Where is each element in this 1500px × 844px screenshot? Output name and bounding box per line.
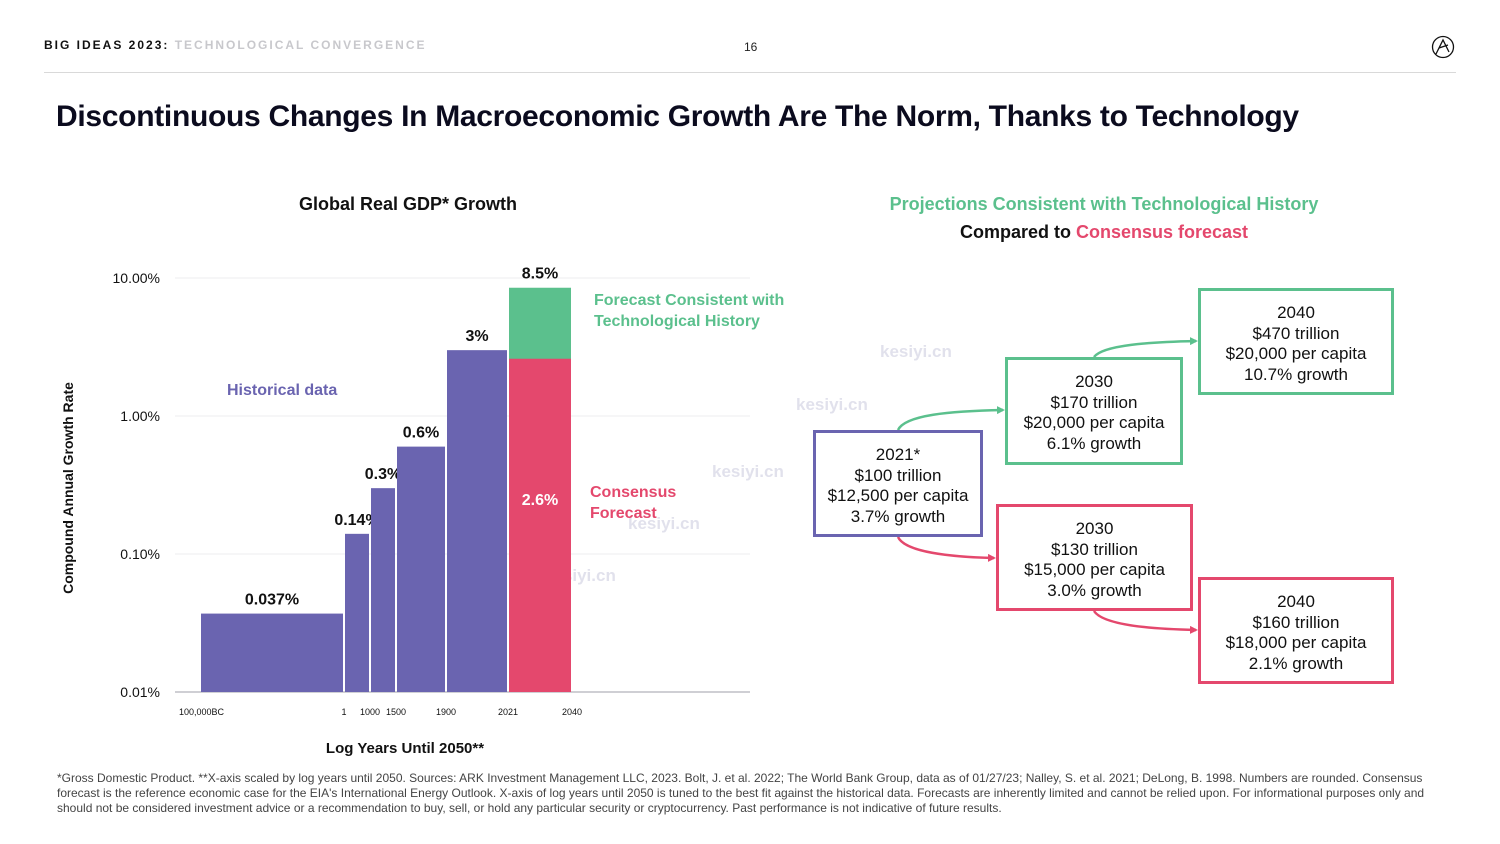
x-tick-label: 2021 [498,707,518,717]
projection-growth: 3.0% growth [1047,580,1142,600]
projection-gdp: $130 trillion [1051,539,1138,559]
projection-growth: 2.1% growth [1248,653,1344,673]
x-tick-label: 2040 [562,707,582,717]
y-tick-label: 10.00% [113,270,160,286]
projection-year: 2030 [1075,519,1114,538]
projection-per-capita: $20,000 per capita [1023,413,1165,432]
projection-year: 2040 [1277,592,1315,611]
data-label: 8.5% [522,266,558,283]
projection-gdp: $170 trillion [1050,392,1138,412]
arrow-2021-to-consensus-2030 [896,536,996,562]
projection-box-tech-2030: 2030 $170 trillion $20,000 per capita 6.… [1005,357,1183,465]
consensus-annotation-line2: Forecast [590,505,657,522]
projection-per-capita: $15,000 per capita [1024,560,1165,579]
projection-growth: 3.7% growth [850,506,946,526]
projection-gdp: $160 trillion [1252,612,1340,632]
bar [201,613,343,692]
x-tick-label: 1 [341,707,346,717]
y-tick-label: 0.01% [120,684,160,700]
bar [509,358,571,692]
projections-subtitle-prefix: Compared to [959,222,1076,242]
tech-forecast-annotation: Forecast Consistent with Technological H… [594,290,784,332]
x-tick-label: 1900 [436,707,456,717]
gdp-bar-chart: 10.00% 1.00% 0.10% 0.01% 100,000BC 1 1000 1500 1… [113,266,750,717]
projection-box-consensus-2030: 2030 $130 trillion $15,000 per capita 3.… [996,504,1193,611]
watermark: kesiyi.cn [628,514,700,533]
projection-box-tech-2040: 2040 $470 trillion $20,000 per capita 10… [1198,288,1394,395]
ark-logo-icon [1431,35,1455,59]
y-tick-label: 1.00% [120,408,160,424]
projection-growth: 10.7% growth [1244,364,1348,384]
data-label: 0.6% [403,425,439,442]
data-label: 2.6% [522,492,558,509]
data-label: 0.037% [245,592,299,609]
projection-per-capita: $12,500 per capita [827,486,969,505]
projections-title: Projections Consistent with Technologica… [889,194,1319,214]
projection-growth: 6.1% growth [1046,433,1142,453]
tech-forecast-annotation-line2: Technological History [594,313,760,330]
data-label: 3% [465,328,488,345]
chart-title: Global Real GDP* Growth [299,194,518,214]
deck-header: BIG IDEAS 2023: TECHNOLOGICAL CONVERGENC… [44,38,427,52]
projection-gdp: $470 trillion [1252,323,1340,343]
bar [397,446,445,692]
tech-forecast-annotation-line1: Forecast Consistent with [594,292,785,309]
projections-subtitle: Compared to Consensus forecast [960,222,1248,243]
projections-subtitle-highlight: Consensus forecast [1075,222,1249,242]
x-axis-label: Log Years Until 2050** [325,740,485,757]
projection-per-capita: $18,000 per capita [1225,633,1367,652]
header-divider [44,72,1456,73]
header-separator: : [163,38,175,52]
watermark: kesiyi.cn [712,462,784,481]
header-section: TECHNOLOGICAL CONVERGENCE [174,38,427,52]
page-number: 16 [744,40,758,54]
projection-per-capita: $20,000 per capita [1225,344,1367,363]
watermark: kesiyi.cn [880,342,952,361]
consensus-annotation-line1: Consensus [590,484,677,501]
x-tick-label: 1000 [360,707,380,717]
projection-box-consensus-2040: 2040 $160 trillion $18,000 per capita 2.… [1198,577,1394,684]
arrow-tech-2030-to-2040 [1093,337,1198,358]
consensus-forecast-annotation: Consensus Forecast [590,482,676,524]
y-tick-label: 0.10% [120,546,160,562]
page-title: Discontinuous Changes In Macroeconomic G… [56,100,1299,133]
projection-box-2021: 2021* $100 trillion $12,500 per capita 3… [813,430,983,537]
bar [447,350,507,692]
arrow-2021-to-tech-2030 [896,406,1005,431]
arrow-consensus-2030-to-2040 [1092,610,1198,634]
projection-year: 2030 [1075,372,1113,391]
projection-year: 2021* [875,445,921,464]
header-brand: BIG IDEAS 2023 [44,38,164,52]
projection-gdp: $100 trillion [854,465,942,485]
bar [371,488,395,692]
data-label: 0.3% [365,466,401,483]
projection-year: 2040 [1277,303,1315,322]
footnote: *Gross Domestic Product. **X-axis scaled… [57,771,1425,815]
data-label: 0.14% [334,512,379,529]
x-tick-label: 1500 [386,707,406,717]
watermark: kesiyi.cn [796,395,868,414]
x-tick-label: 100,000BC [179,707,225,717]
bar [345,533,369,692]
historical-data-annotation: Historical data [227,382,338,399]
